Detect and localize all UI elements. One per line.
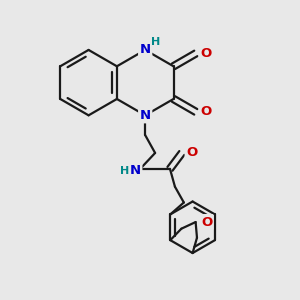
- Text: O: O: [200, 47, 212, 60]
- Text: H: H: [152, 37, 161, 47]
- Text: O: O: [201, 216, 212, 229]
- Text: N: N: [130, 164, 141, 177]
- Text: N: N: [140, 44, 151, 56]
- Text: O: O: [186, 146, 197, 160]
- Text: H: H: [120, 166, 129, 176]
- Text: O: O: [200, 105, 212, 119]
- Text: N: N: [140, 109, 151, 122]
